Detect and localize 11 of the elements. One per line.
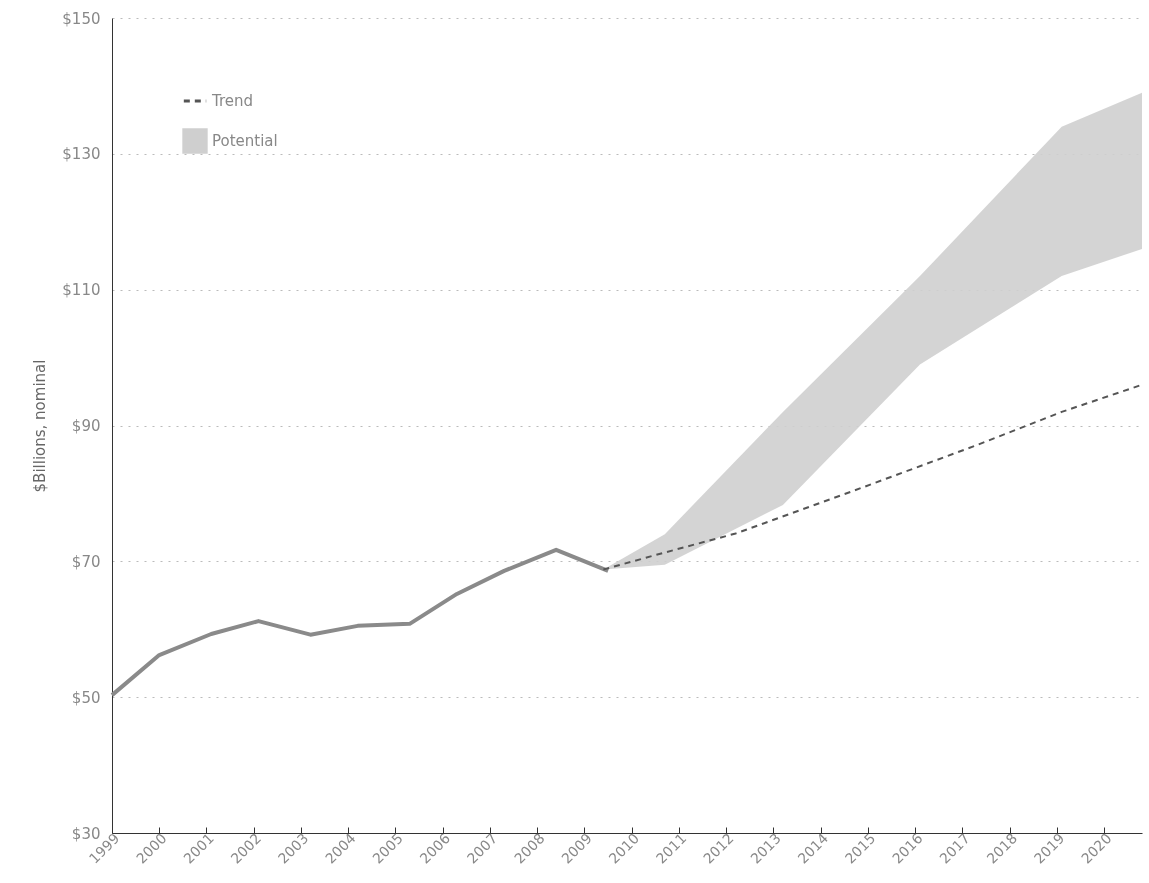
- y-axis-title: $Billions, nominal: [31, 359, 50, 493]
- line-series: [602, 383, 1143, 571]
- y-tick-label: $130: [62, 145, 101, 164]
- line-series: [110, 547, 611, 698]
- y-tick-label: $50: [71, 688, 101, 707]
- y-tick-label: $110: [62, 281, 101, 300]
- y-tick-label: $150: [62, 9, 101, 28]
- legend-label: Potential: [212, 132, 278, 150]
- y-tick-label: $70: [71, 552, 101, 571]
- y-tick-label: $90: [71, 417, 101, 435]
- legend-label: Trend: [211, 92, 254, 110]
